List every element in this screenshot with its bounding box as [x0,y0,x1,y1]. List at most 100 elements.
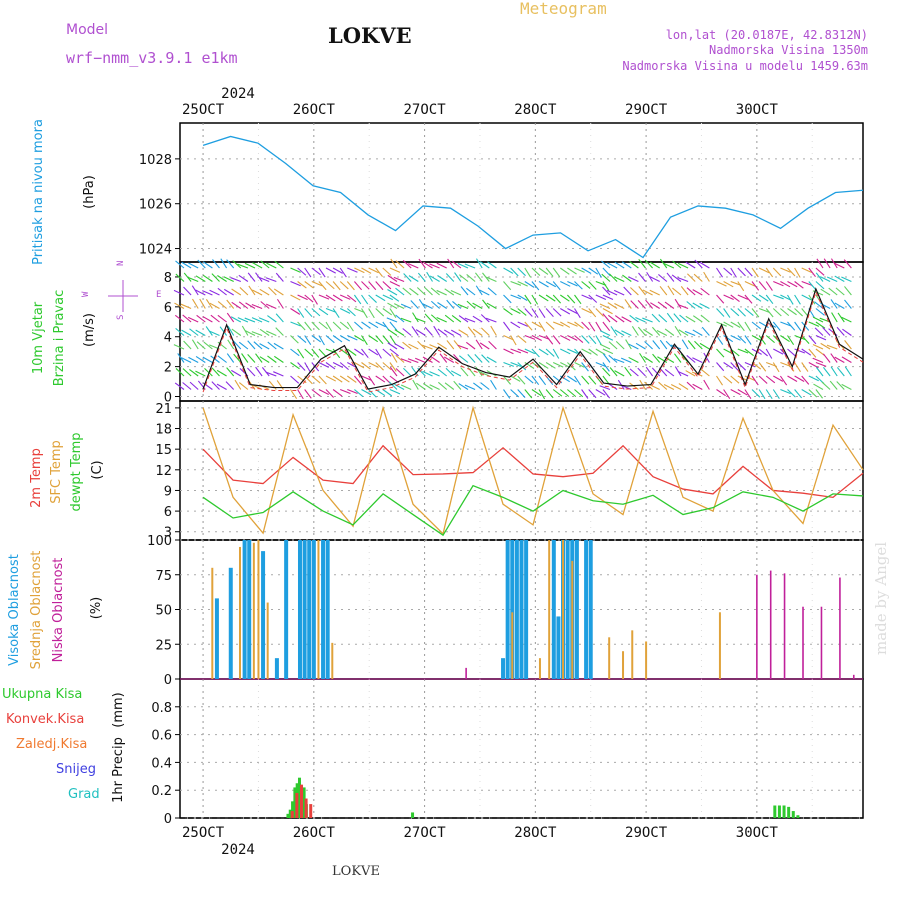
wind-barb [651,326,661,336]
wind-barb [538,389,546,400]
wind-barb [808,375,819,382]
wind-barb [412,379,419,390]
wind-barb [297,362,306,371]
wind-barb [703,271,710,282]
wind-barb [737,335,747,344]
x-tick-label-top: 28OCT [514,102,557,118]
wind-barb [808,281,817,291]
cloud-bar [519,540,524,679]
wind-barb [253,341,263,350]
wind-barb [252,289,263,296]
wind-barb [390,352,398,363]
wind-barb [649,384,660,390]
y-tick-label: 0 [164,812,172,827]
cloud-bar [645,641,648,679]
wind-barb [220,258,228,269]
wind-barb [251,303,263,310]
wind-barb [643,328,653,336]
wind-barb [588,267,599,275]
wind-barb [318,375,327,385]
wind-barb [354,267,365,274]
wind-barb [430,300,440,309]
wind-barb [368,281,377,291]
wind-barb [458,383,469,390]
wind-ylabel-2: Brzina i Pravac [52,290,67,387]
wind-barb [517,281,528,287]
y-tick-label: 75 [155,569,172,584]
wind-barb [174,314,185,323]
wind-barb [227,325,235,336]
wind-barb [346,308,356,317]
cloud-ylabel-high: Visoka Oblacnost [7,554,22,666]
year-top: 2024 [221,86,255,102]
wind-barb [475,366,483,377]
wind-barb [663,384,675,390]
wind-barb [266,262,277,269]
wind-barb [389,308,397,319]
wind-barb [402,260,412,269]
wind-barb [606,289,618,296]
wind-barb [474,272,483,282]
wind-barb [260,301,270,309]
wind-barb [779,375,788,386]
wind-barb [304,389,312,399]
plot-layer: 25OCT 25OCT 26OCT 26OCT 27OCT 27OCT 28OCT 28OCT… [139,102,864,841]
wind-barb [651,367,661,377]
wind-barb [677,277,689,283]
wind-barb [216,383,227,390]
wind-barb [517,375,526,385]
wind-barb [751,267,759,278]
wind-barb [667,285,675,296]
wind-barb [574,308,581,319]
wind-barb [402,328,412,336]
wind-barb [347,362,358,369]
wind-barb [297,308,305,318]
wind-barb [730,375,740,384]
wind-barb [716,281,727,287]
wind-barb [400,317,412,323]
wind-barb [630,300,639,309]
wind-barb [325,375,337,382]
y-tick-label: 2 [164,361,172,376]
wind-barb [646,271,654,282]
wind-ylabel-1: 10m Vjetar [31,301,46,374]
wind-barb [624,366,632,377]
temp-frame [179,400,864,541]
wind-barb [642,317,653,323]
wind-barb [180,357,192,363]
wind-barb [482,272,490,282]
wind-barb [510,294,522,300]
wind-barb [831,312,838,323]
wind-barb [567,335,578,341]
wind-barb [361,321,371,329]
wind-barb [602,321,611,332]
wind-barb [476,258,483,269]
wind-barb [744,335,752,345]
wind-barb [723,321,734,328]
meteogram-title: Meteogram [520,0,607,18]
wind-barb [602,335,614,341]
wind-barb [226,312,235,323]
wind-barb [822,327,831,336]
wind-barb [614,302,625,309]
cloud-bar [325,540,330,679]
wind-barb [830,366,838,377]
wind-barb [744,321,752,332]
wind-barb [453,380,462,390]
wind-barb [815,308,825,316]
wind-barb [574,267,585,273]
wind-barb [758,267,770,274]
wind-barb [787,335,795,345]
wind-barb [211,381,220,390]
wind-barb [822,353,831,363]
x-tick-label-bottom: 28OCT [514,825,557,841]
wind-barb [255,353,263,363]
wind-barb [716,375,724,386]
y-tick-label: 0.4 [151,756,172,771]
wind-barb [601,273,611,282]
wind-barb [801,375,810,385]
wind-barb [622,274,632,282]
precip-bar [787,806,791,818]
wind-barb [182,368,192,377]
y-tick-label: 0 [164,673,172,688]
